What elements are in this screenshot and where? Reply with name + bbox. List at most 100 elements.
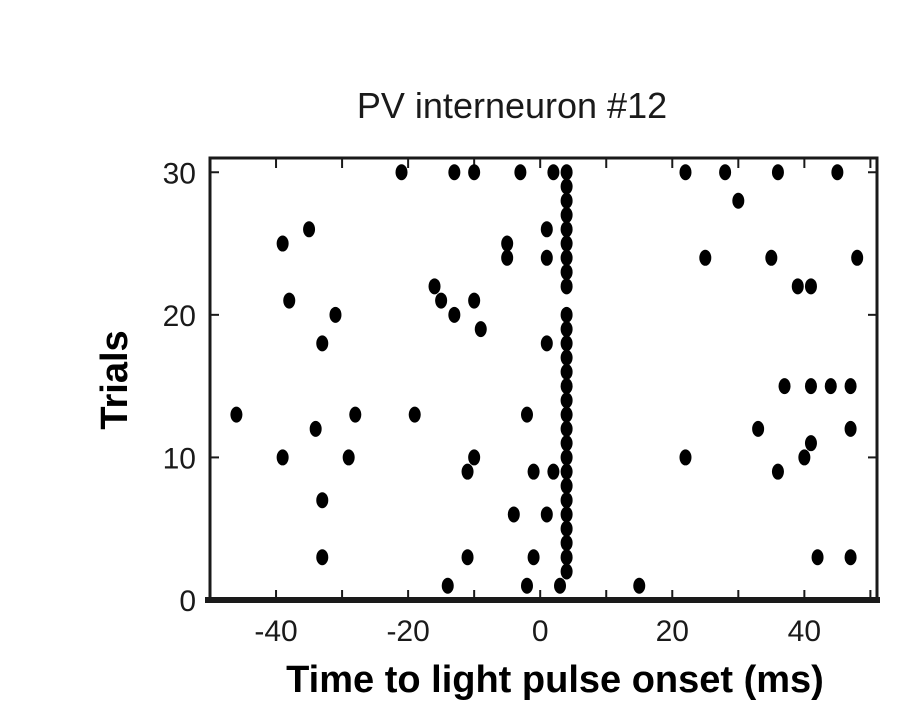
spike-marker xyxy=(501,249,514,266)
spike-marker xyxy=(560,249,573,266)
spike-marker xyxy=(732,192,745,209)
x-tick-label: 20 xyxy=(656,615,689,648)
spike-marker xyxy=(316,492,329,509)
axis-ticks xyxy=(210,158,877,601)
spike-marker xyxy=(804,435,817,452)
spike-marker xyxy=(699,249,712,266)
spike-marker xyxy=(844,549,857,566)
spike-marker xyxy=(560,235,573,252)
spike-marker xyxy=(679,449,692,466)
spike-marker xyxy=(276,449,289,466)
spike-marker xyxy=(560,178,573,195)
spike-marker xyxy=(428,278,441,295)
spike-marker xyxy=(560,392,573,409)
spike-marker xyxy=(560,221,573,238)
spike-marker xyxy=(501,235,514,252)
spike-marker xyxy=(547,463,560,480)
spike-marker xyxy=(560,477,573,494)
spike-marker xyxy=(329,306,342,323)
spike-marker xyxy=(771,164,784,181)
spike-marker xyxy=(395,164,408,181)
spike-marker xyxy=(316,335,329,352)
spike-marker xyxy=(804,278,817,295)
spike-marker xyxy=(520,406,533,423)
spike-marker xyxy=(778,378,791,395)
y-tick-label: 0 xyxy=(179,585,196,618)
spike-marker xyxy=(560,463,573,480)
spike-marker xyxy=(540,506,553,523)
spike-marker xyxy=(560,164,573,181)
x-tick-label: 40 xyxy=(788,615,821,648)
spike-marker xyxy=(844,378,857,395)
spike-marker xyxy=(560,264,573,281)
spike-marker xyxy=(527,463,540,480)
y-axis-label: Trials xyxy=(94,330,136,429)
spike-marker xyxy=(316,549,329,566)
spike-marker xyxy=(560,406,573,423)
chart-title: PV interneuron #12 xyxy=(357,85,667,126)
spike-marker xyxy=(554,577,567,594)
spike-marker xyxy=(349,406,362,423)
spike-marker xyxy=(560,306,573,323)
spike-marker xyxy=(303,221,316,238)
spike-marker xyxy=(468,449,481,466)
spike-marker xyxy=(831,164,844,181)
spike-marker xyxy=(765,249,778,266)
spike-marker xyxy=(560,435,573,452)
spike-marker xyxy=(560,349,573,366)
spike-marker xyxy=(560,506,573,523)
spike-marker xyxy=(441,577,454,594)
spike-marker xyxy=(679,164,692,181)
spike-marker xyxy=(230,406,243,423)
spike-marker xyxy=(283,292,296,309)
spike-marker xyxy=(752,420,765,437)
spike-marker xyxy=(560,534,573,551)
spike-marker xyxy=(771,463,784,480)
spike-marker xyxy=(514,164,527,181)
x-tick-label: 0 xyxy=(532,615,549,648)
spike-marker xyxy=(560,563,573,580)
spike-marker xyxy=(540,249,553,266)
spike-marker xyxy=(560,492,573,509)
spike-marker xyxy=(547,164,560,181)
spike-marker xyxy=(798,449,811,466)
x-tick-label: -20 xyxy=(386,615,429,648)
tick-labels: 0 10 20 30 -40 -20 0 20 40 xyxy=(163,157,821,648)
spike-marker xyxy=(435,292,448,309)
spike-marker xyxy=(408,406,421,423)
spike-marker xyxy=(461,549,474,566)
spike-marker xyxy=(560,363,573,380)
y-tick-label: 20 xyxy=(163,300,196,333)
spike-marker xyxy=(560,378,573,395)
spike-marker xyxy=(844,420,857,437)
spike-marker xyxy=(804,378,817,395)
spike-marker xyxy=(560,420,573,437)
spike-marker xyxy=(342,449,355,466)
spike-marker xyxy=(468,164,481,181)
spike-marker xyxy=(507,506,520,523)
spike-marker xyxy=(540,221,553,238)
spike-marker xyxy=(540,335,553,352)
spike-marker xyxy=(811,549,824,566)
spike-marker xyxy=(309,420,322,437)
spike-marker xyxy=(448,164,461,181)
spike-marker xyxy=(560,549,573,566)
y-tick-label: 30 xyxy=(163,157,196,190)
y-tick-label: 10 xyxy=(163,442,196,475)
spike-marker xyxy=(474,321,487,338)
spike-marker xyxy=(448,306,461,323)
spike-marker xyxy=(520,577,533,594)
spike-marker xyxy=(560,192,573,209)
spike-marker xyxy=(468,292,481,309)
spike-marker xyxy=(560,520,573,537)
x-axis-label: Time to light pulse onset (ms) xyxy=(286,659,824,701)
spike-marker xyxy=(560,335,573,352)
spike-markers xyxy=(230,164,864,594)
spike-marker xyxy=(560,278,573,295)
spike-marker xyxy=(461,463,474,480)
spike-marker xyxy=(791,278,804,295)
spike-marker xyxy=(824,378,837,395)
spike-marker xyxy=(276,235,289,252)
spike-marker xyxy=(633,577,646,594)
